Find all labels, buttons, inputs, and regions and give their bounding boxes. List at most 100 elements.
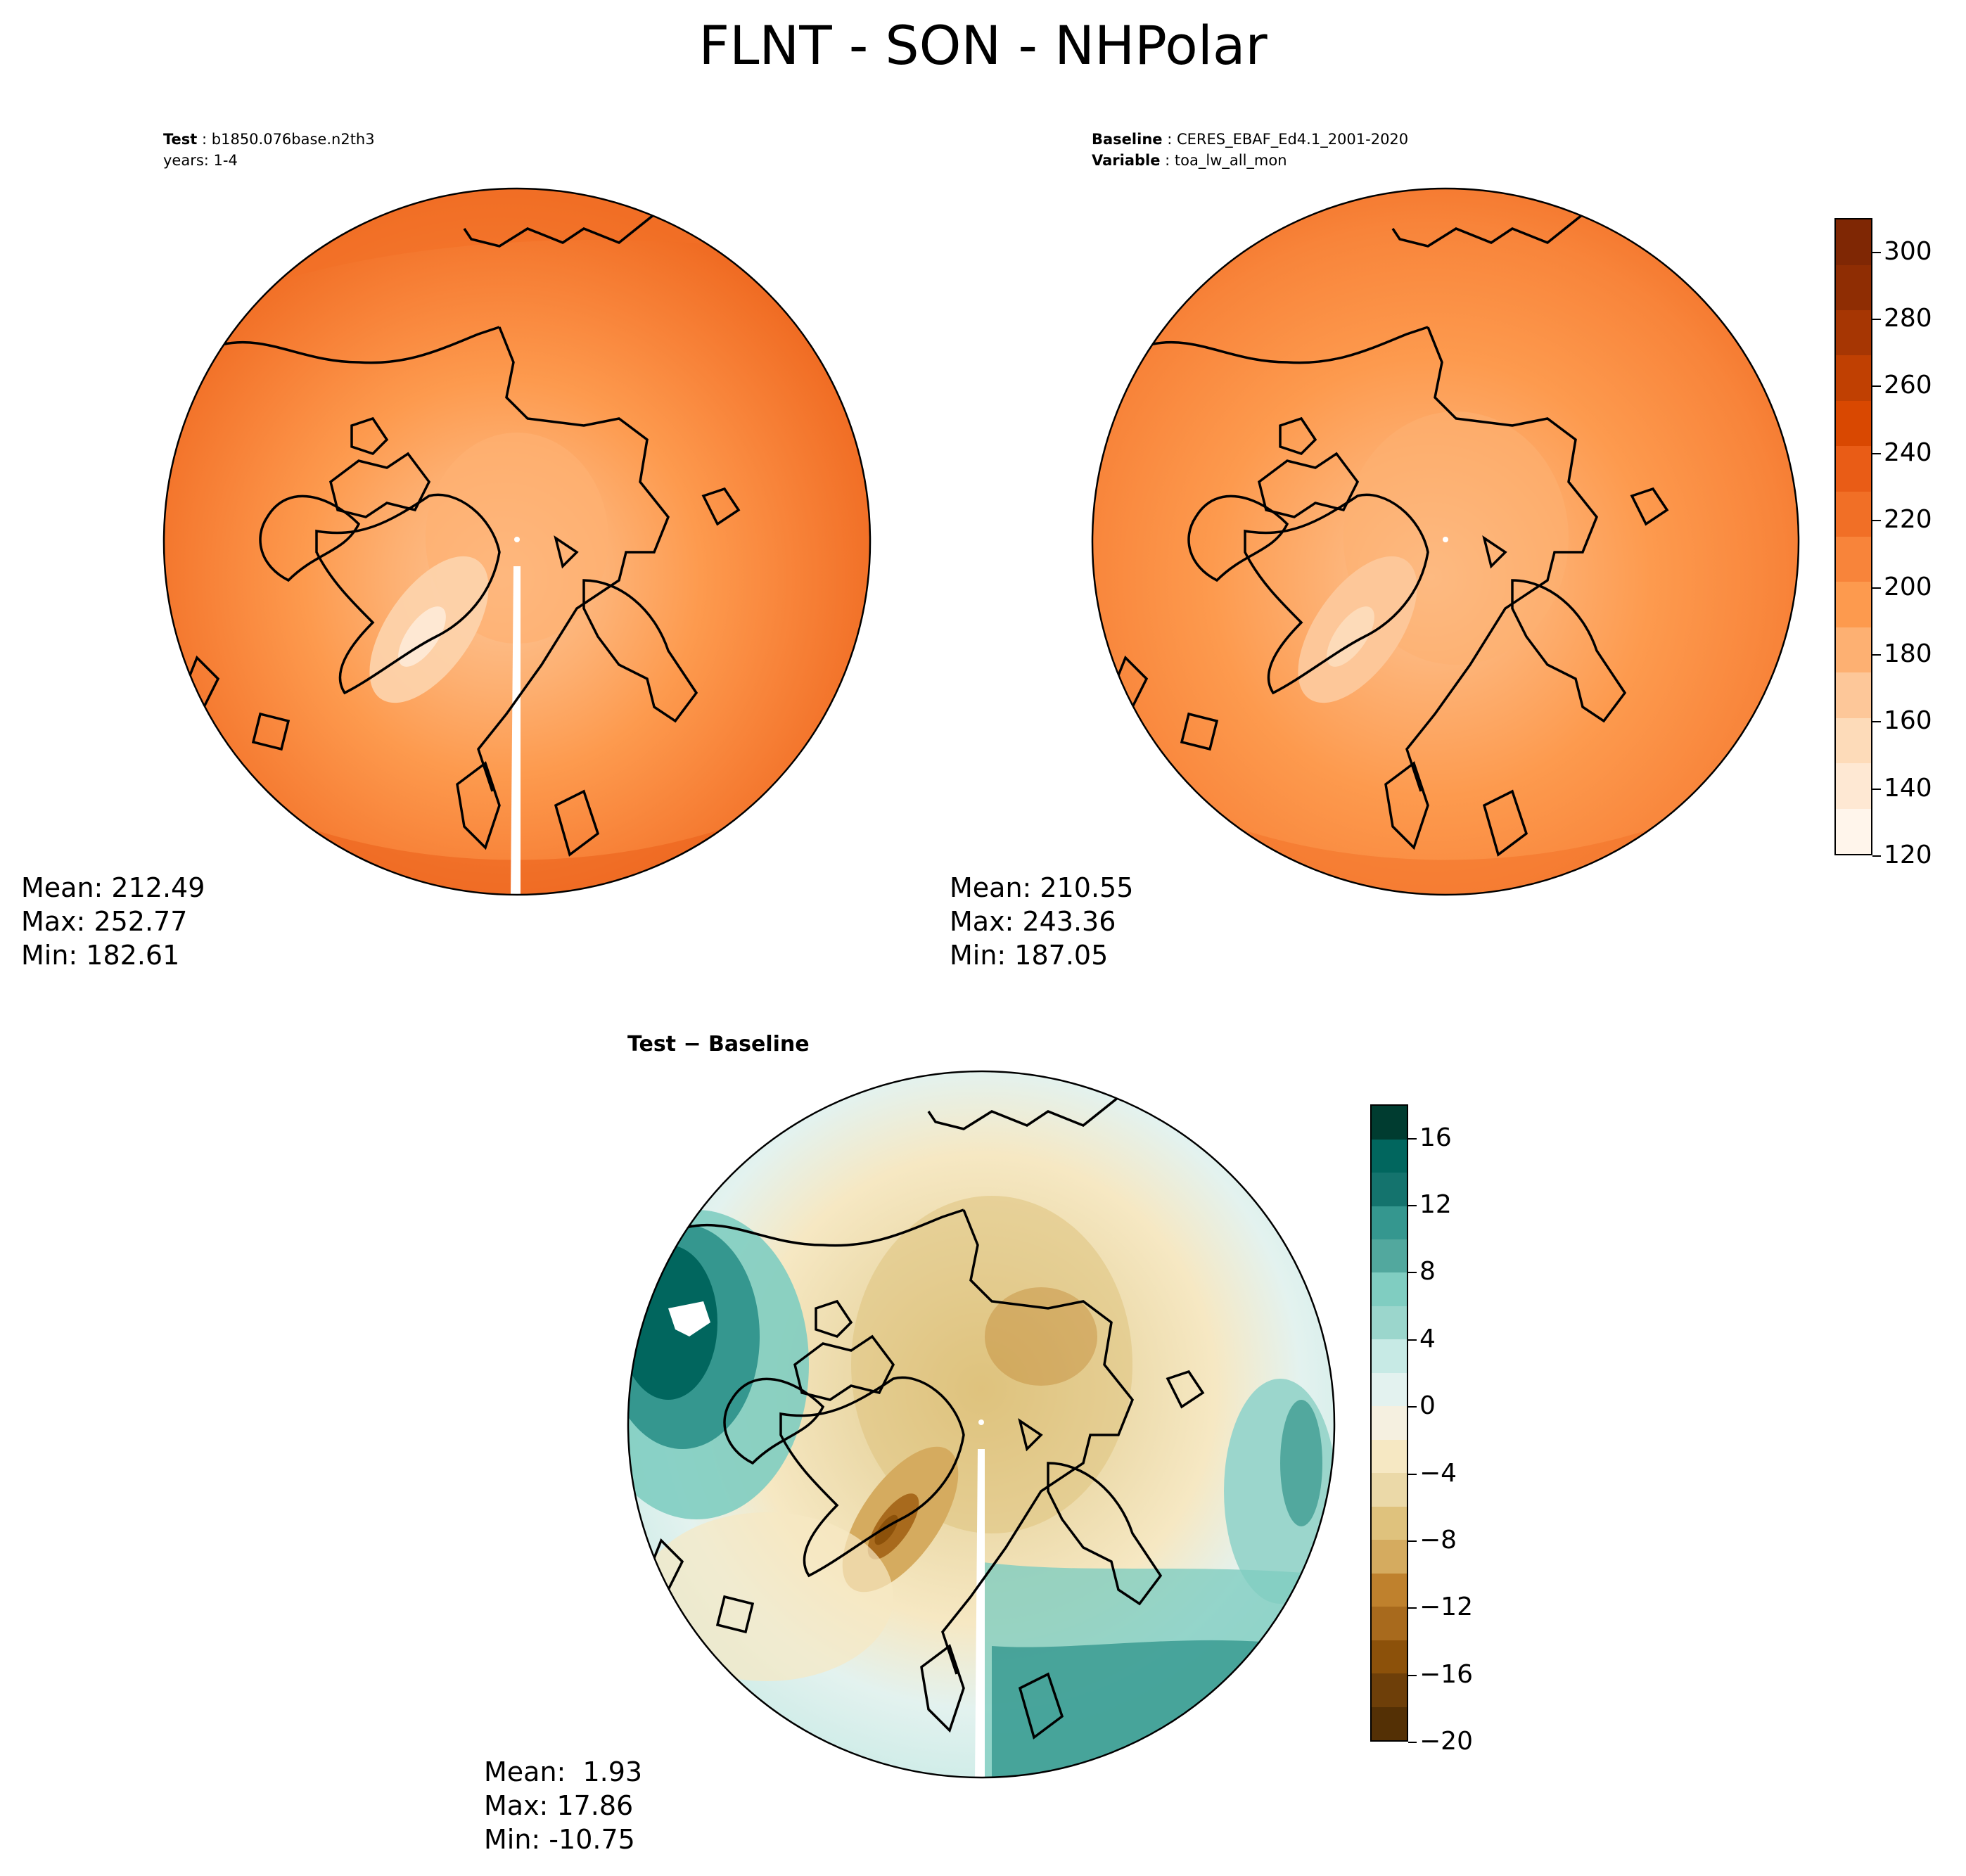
diff-colorbar-tick-mark [1408, 1406, 1417, 1408]
main-colorbar-segment [1836, 219, 1871, 265]
main-colorbar: 300 280 260 240 220 200 180 160 140 120 [1834, 218, 1932, 868]
baseline-label: Baseline [1092, 131, 1163, 148]
diff-colorbar-segment [1372, 1540, 1407, 1574]
test-stats: Mean: 212.49 Max: 252.77 Min: 182.61 [21, 871, 205, 972]
main-colorbar-segment [1836, 582, 1871, 627]
diff-colorbar-tick-mark [1408, 1675, 1417, 1676]
main-colorbar-tick-label: 300 [1884, 237, 1932, 266]
diff-colorbar-tick-mark [1408, 1607, 1417, 1609]
test-label: Test [163, 131, 198, 148]
main-colorbar-tick-label: 240 [1884, 438, 1932, 467]
main-colorbar-tick-label: 200 [1884, 573, 1932, 601]
diff-colorbar-tick-mark [1408, 1205, 1417, 1206]
baseline-dataset: CERES_EBAF_Ed4.1_2001-2020 [1176, 131, 1409, 148]
test-mean: Mean: 212.49 [21, 872, 205, 903]
baseline-polar-map [1091, 187, 1800, 896]
main-colorbar-tick-mark [1872, 319, 1881, 320]
diff-colorbar-segment [1372, 1239, 1407, 1273]
main-colorbar-segment [1836, 717, 1871, 764]
diff-mean: Mean: 1.93 [484, 1756, 643, 1787]
baseline-variable: toa_lw_all_mon [1174, 152, 1287, 169]
diff-colorbar-segment [1372, 1106, 1407, 1140]
main-colorbar-segment [1836, 400, 1871, 447]
main-colorbar-segment [1836, 627, 1871, 673]
main-colorbar-segment [1836, 264, 1871, 310]
main-colorbar-segment [1836, 537, 1871, 582]
main-colorbar-segment [1836, 672, 1871, 718]
main-colorbar-tick-mark [1872, 789, 1881, 790]
main-colorbar-tick-label: 260 [1884, 371, 1932, 400]
diff-colorbar-segment [1372, 1306, 1407, 1340]
diff-colorbar-tick-label: −12 [1419, 1593, 1473, 1621]
diff-stats: Mean: 1.93 Max: 17.86 Min: -10.75 [484, 1755, 642, 1856]
main-colorbar-segment [1836, 491, 1871, 537]
diff-colorbar-tick-label: −4 [1419, 1459, 1457, 1488]
main-colorbar-tick-mark [1872, 654, 1881, 656]
diff-colorbar-tick-mark [1408, 1138, 1417, 1140]
test-min: Min: 182.61 [21, 940, 180, 971]
diff-colorbar-tick-label: 16 [1419, 1123, 1452, 1152]
diff-colorbar-tick-label: −8 [1419, 1526, 1457, 1555]
main-colorbar-segment [1836, 808, 1871, 854]
diff-colorbar-tick-label: −16 [1419, 1660, 1473, 1689]
diff-colorbar-segment [1372, 1706, 1407, 1740]
baseline-stats: Mean: 210.55 Max: 243.36 Min: 187.05 [950, 871, 1133, 972]
main-colorbar-gradient [1834, 218, 1872, 855]
diff-colorbar-segment [1372, 1607, 1407, 1640]
diff-colorbar-segment [1372, 1173, 1407, 1206]
diff-colorbar-segment [1372, 1139, 1407, 1173]
main-colorbar-tick-label: 280 [1884, 304, 1932, 333]
diff-colorbar-segment [1372, 1573, 1407, 1607]
diff-colorbar-tick-label: −20 [1419, 1727, 1473, 1756]
diff-colorbar-gradient [1370, 1104, 1408, 1742]
main-colorbar-segment [1836, 310, 1871, 356]
main-colorbar-tick-mark [1872, 453, 1881, 454]
test-header: Test : b1850.076base.n2th3 years: 1-4 [163, 131, 375, 169]
baseline-mean: Mean: 210.55 [950, 872, 1134, 903]
main-colorbar-tick-mark [1872, 252, 1881, 253]
test-case-name: b1850.076base.n2th3 [211, 131, 375, 148]
variable-label: Variable [1092, 152, 1161, 169]
test-polar-map [162, 187, 872, 896]
baseline-header: Baseline : CERES_EBAF_Ed4.1_2001-2020 Va… [1092, 131, 1409, 169]
main-colorbar-tick-label: 180 [1884, 639, 1932, 668]
diff-title: Test − Baseline [627, 1032, 810, 1057]
diff-colorbar-tick-label: 8 [1419, 1257, 1436, 1286]
main-colorbar-tick-mark [1872, 587, 1881, 589]
diff-colorbar-tick-mark [1408, 1742, 1417, 1743]
baseline-min: Min: 187.05 [950, 940, 1109, 971]
diff-colorbar-tick-mark [1408, 1474, 1417, 1475]
main-colorbar-tick-mark [1872, 385, 1881, 387]
diff-colorbar-tick-mark [1408, 1339, 1417, 1341]
diff-colorbar-segment [1372, 1372, 1407, 1407]
diff-colorbar-segment [1372, 1473, 1407, 1507]
main-colorbar-tick-mark [1872, 721, 1881, 722]
diff-colorbar-tick-mark [1408, 1272, 1417, 1273]
diff-colorbar-segment [1372, 1640, 1407, 1674]
diff-min: Min: -10.75 [484, 1824, 635, 1855]
main-colorbar-tick-label: 120 [1884, 841, 1932, 869]
diff-colorbar-segment [1372, 1439, 1407, 1474]
diff-colorbar-segment [1372, 1339, 1407, 1373]
diff-max: Max: 17.86 [484, 1790, 634, 1821]
diff-colorbar-tick-mark [1408, 1540, 1417, 1542]
diff-colorbar-segment [1372, 1206, 1407, 1239]
main-colorbar-segment [1836, 446, 1871, 492]
figure-title: FLNT - SON - NHPolar [698, 14, 1268, 77]
test-years: years: 1-4 [163, 152, 238, 169]
main-colorbar-tick-mark [1872, 855, 1881, 857]
diff-polar-map [627, 1070, 1336, 1779]
main-colorbar-tick-label: 160 [1884, 706, 1932, 735]
diff-colorbar-tick-label: 12 [1419, 1190, 1452, 1219]
main-colorbar-tick-label: 140 [1884, 774, 1932, 803]
diff-colorbar-segment [1372, 1673, 1407, 1707]
diff-colorbar-segment [1372, 1272, 1407, 1306]
diff-colorbar-tick-label: 4 [1419, 1325, 1436, 1353]
test-max: Max: 252.77 [21, 906, 188, 937]
main-colorbar-segment [1836, 763, 1871, 809]
main-colorbar-tick-label: 220 [1884, 505, 1932, 534]
diff-colorbar-segment [1372, 1506, 1407, 1540]
diff-colorbar: 16 12 8 4 0 −4 −8 −12 −16 −20 [1370, 1104, 1473, 1754]
main-colorbar-segment [1836, 355, 1871, 401]
baseline-max: Max: 243.36 [950, 906, 1116, 937]
